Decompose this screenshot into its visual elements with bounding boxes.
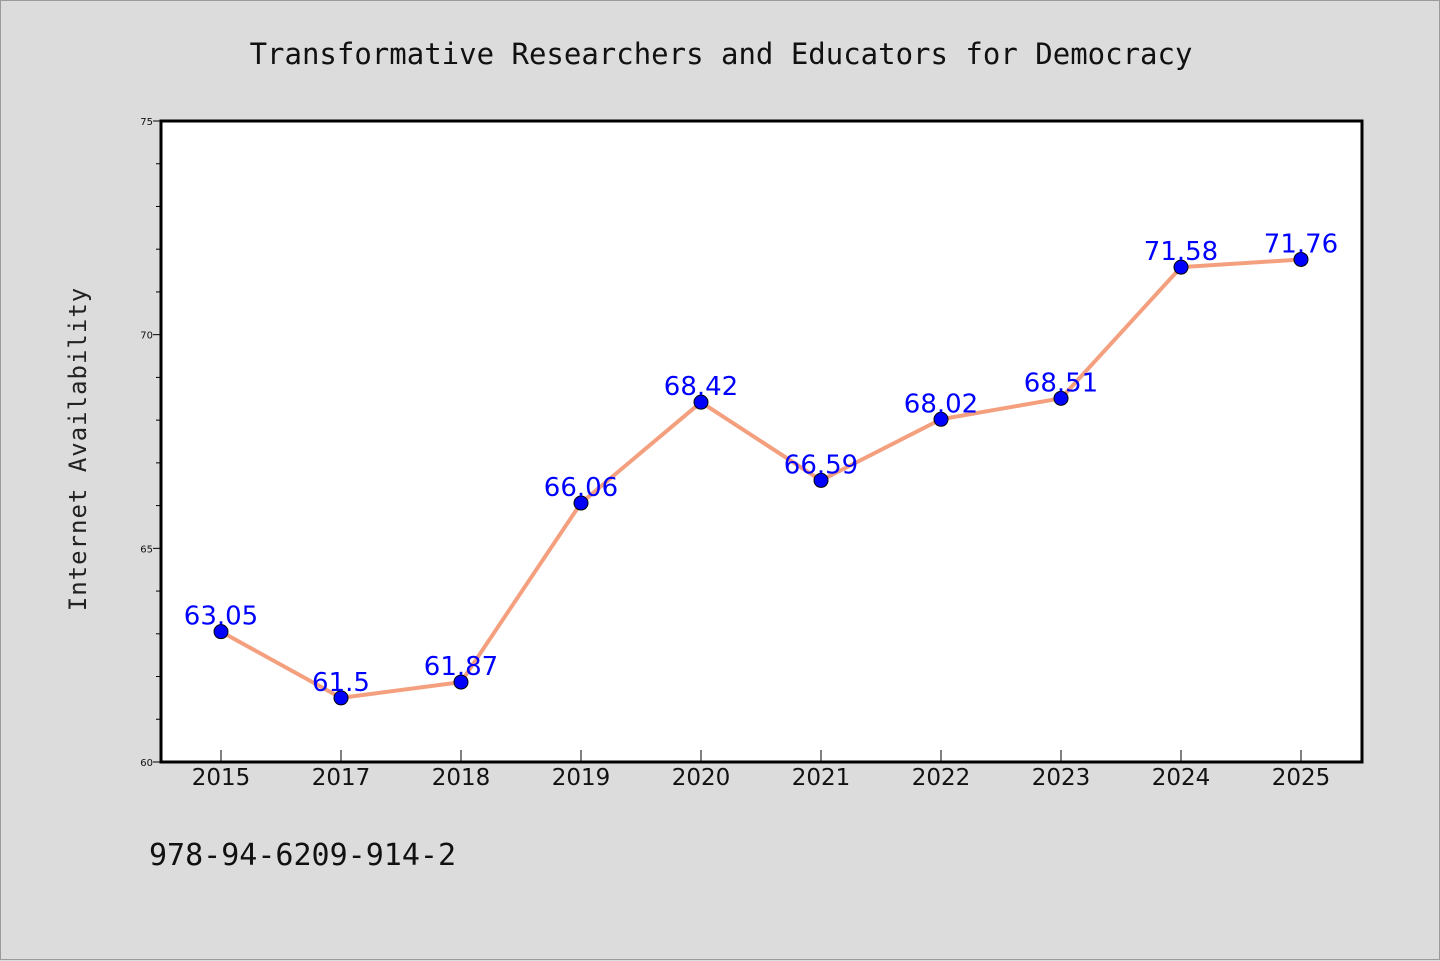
data-point: [693, 394, 709, 410]
data-label: 71.76: [1264, 229, 1338, 259]
data-label-layer: 63.05 61.5 61.87 66.06 68.42 66.59 68.02 68.51 7…: [184, 229, 1338, 697]
y-tick-label: 70: [140, 331, 153, 342]
data-point: [333, 690, 349, 706]
isbn-text: 978-94-6209-914-2: [149, 838, 456, 873]
data-label: 66.59: [784, 450, 858, 480]
plot-border: [159, 119, 1364, 764]
data-point: [213, 624, 229, 640]
data-point: [813, 472, 829, 488]
series-line-layer: [219, 257, 1303, 700]
data-point: [1173, 259, 1189, 275]
data-label: 68.51: [1024, 368, 1098, 398]
x-tick-label: 2021: [792, 765, 851, 791]
data-label: 61.87: [424, 652, 498, 682]
data-label: 63.05: [184, 602, 258, 632]
y-axis-label: Internet Availability: [64, 287, 92, 611]
data-label: 71.58: [1144, 237, 1218, 267]
x-tick-label: 2024: [1152, 765, 1211, 791]
x-tick-label: 2025: [1272, 765, 1331, 791]
x-tick-label: 2018: [432, 765, 491, 791]
data-point: [573, 495, 589, 511]
x-tick-label: 2022: [912, 765, 971, 791]
x-tick-label: 2015: [192, 765, 251, 791]
y-tick-label: 60: [140, 758, 153, 769]
data-label: 66.06: [544, 473, 618, 503]
y-tick-label: 65: [140, 544, 153, 555]
data-label: 68.42: [664, 372, 738, 402]
data-point: [933, 411, 949, 427]
data-point: [1053, 390, 1069, 406]
chart-title: Transformative Researchers and Educators…: [250, 37, 1193, 71]
x-tick-label: 2020: [672, 765, 731, 791]
x-tick-label: 2023: [1032, 765, 1091, 791]
data-label: 68.02: [904, 389, 978, 419]
data-point-layer: [213, 251, 1309, 706]
data-point: [453, 674, 469, 690]
tick-layer: 60 65 70 75 2015 2017 2018 2019 2020 2021 2022 2023…: [140, 117, 1330, 791]
data-point: [1293, 251, 1309, 267]
x-tick-label: 2019: [552, 765, 611, 791]
x-tick-label: 2017: [312, 765, 371, 791]
data-label: 61.5: [312, 668, 370, 698]
series-line: [219, 257, 1303, 700]
y-tick-label: 75: [140, 117, 153, 128]
